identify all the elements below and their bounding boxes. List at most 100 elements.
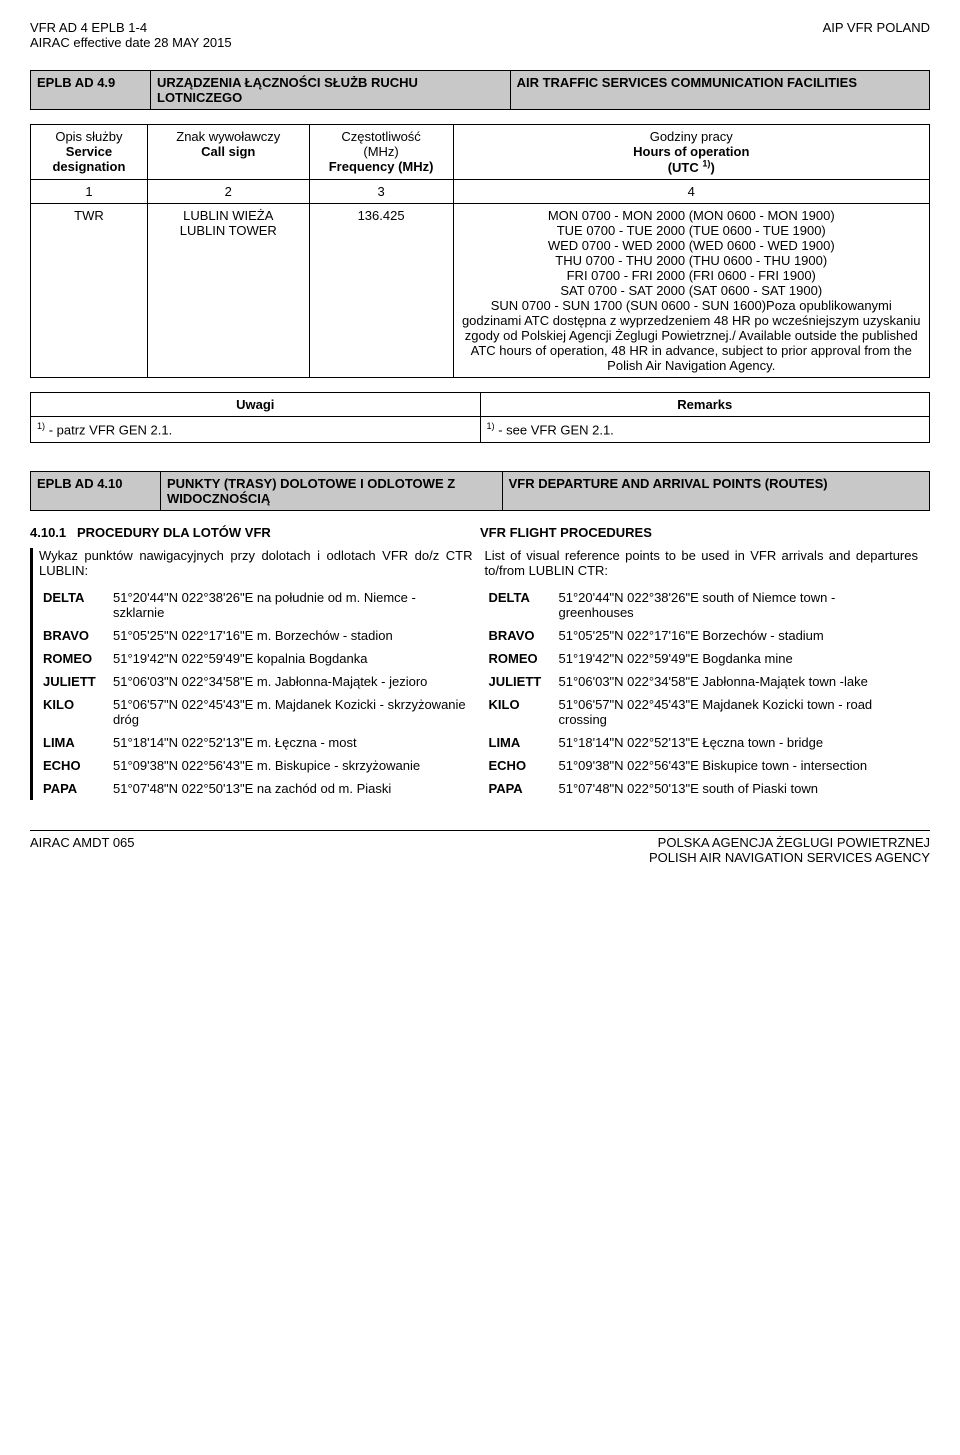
point-row: KILO51°06'57"N 022°45'43"E m. Majdanek K… xyxy=(39,693,473,731)
col4-header: Godziny pracy Hours of operation (UTC 1)… xyxy=(453,125,930,180)
section-49-id: EPLB AD 4.9 xyxy=(31,71,151,110)
point-desc: 51°18'14"N 022°52'13"E m. Łęczna - most xyxy=(109,731,473,754)
procedures-heading: 4.10.1 PROCEDURY DLA LOTÓW VFR VFR FLIGH… xyxy=(30,525,930,540)
point-name: LIMA xyxy=(39,731,109,754)
section-49-title-en: AIR TRAFFIC SERVICES COMMUNICATION FACIL… xyxy=(510,71,929,110)
points-pl-table: DELTA51°20'44"N 022°38'26"E na południe … xyxy=(39,586,473,800)
remarks-header-en: Remarks xyxy=(480,393,930,417)
points-en-table: DELTA51°20'44"N 022°38'26"E south of Nie… xyxy=(485,586,919,800)
point-desc: 51°06'03"N 022°34'58"E m. Jabłonna-Mająt… xyxy=(109,670,473,693)
proc-h-pl: PROCEDURY DLA LOTÓW VFR xyxy=(77,525,271,540)
footer-right: POLSKA AGENCJA ŻEGLUGI POWIETRZNEJ POLIS… xyxy=(649,835,930,865)
point-desc: 51°05'25"N 022°17'16"E Borzechów - stadi… xyxy=(555,624,919,647)
col2-pl: Znak wywoławczy xyxy=(176,129,280,144)
col3-en1: (MHz) xyxy=(363,144,398,159)
header-date: AIRAC effective date 28 MAY 2015 xyxy=(30,35,232,50)
point-desc: 51°09'38"N 022°56'43"E m. Biskupice - sk… xyxy=(109,754,473,777)
point-row: BRAVO51°05'25"N 022°17'16"E m. Borzechów… xyxy=(39,624,473,647)
point-desc: 51°06'57"N 022°45'43"E Majdanek Kozicki … xyxy=(555,693,919,731)
colnum-2: 2 xyxy=(147,180,309,204)
point-row: ECHO51°09'38"N 022°56'43"E m. Biskupice … xyxy=(39,754,473,777)
colnum-3: 3 xyxy=(309,180,453,204)
section-49-title-table: EPLB AD 4.9 URZĄDZENIA ŁĄCZNOŚCI SŁUŻB R… xyxy=(30,70,930,110)
remarks-en-text: - see VFR GEN 2.1. xyxy=(495,423,614,438)
point-row: JULIETT51°06'03"N 022°34'58"E m. Jabłonn… xyxy=(39,670,473,693)
point-name: LIMA xyxy=(485,731,555,754)
remarks-header-pl: Uwagi xyxy=(31,393,481,417)
point-desc: 51°20'44"N 022°38'26"E na południe od m.… xyxy=(109,586,473,624)
point-desc: 51°07'48"N 022°50'13"E south of Piaski t… xyxy=(555,777,919,800)
point-name: JULIETT xyxy=(39,670,109,693)
callsign-en: LUBLIN TOWER xyxy=(180,223,277,238)
proc-heading-pl: 4.10.1 PROCEDURY DLA LOTÓW VFR xyxy=(30,525,480,540)
footer-left: AIRAC AMDT 065 xyxy=(30,835,135,865)
point-row: PAPA51°07'48"N 022°50'13"E south of Pias… xyxy=(485,777,919,800)
section-49-title-pl: URZĄDZENIA ŁĄCZNOŚCI SŁUŻB RUCHU LOTNICZ… xyxy=(151,71,511,110)
point-row: LIMA51°18'14"N 022°52'13"E Łęczna town -… xyxy=(485,731,919,754)
point-name: PAPA xyxy=(39,777,109,800)
proc-heading-en: VFR FLIGHT PROCEDURES xyxy=(480,525,930,540)
point-name: ROMEO xyxy=(485,647,555,670)
remarks-table: Uwagi Remarks 1) - patrz VFR GEN 2.1. 1)… xyxy=(30,392,930,442)
point-name: ECHO xyxy=(39,754,109,777)
colnum-1: 1 xyxy=(31,180,148,204)
point-row: ECHO51°09'38"N 022°56'43"E Biskupice tow… xyxy=(485,754,919,777)
service-cell: TWR xyxy=(31,204,148,378)
point-desc: 51°19'42"N 022°59'49"E Bogdanka mine xyxy=(555,647,919,670)
header-right: AIP VFR POLAND xyxy=(823,20,930,50)
footer-right-2: POLISH AIR NAVIGATION SERVICES AGENCY xyxy=(649,850,930,865)
proc-para-block: Wykaz punktów nawigacyjnych przy dolotac… xyxy=(30,548,930,578)
colnum-4: 4 xyxy=(453,180,930,204)
point-desc: 51°18'14"N 022°52'13"E Łęczna town - bri… xyxy=(555,731,919,754)
proc-num: 4.10.1 xyxy=(30,525,66,540)
col3-header: Częstotliwość (MHz) Frequency (MHz) xyxy=(309,125,453,180)
page-header: VFR AD 4 EPLB 1-4 AIRAC effective date 2… xyxy=(30,20,930,50)
point-row: JULIETT51°06'03"N 022°34'58"E Jabłonna-M… xyxy=(485,670,919,693)
point-row: DELTA51°20'44"N 022°38'26"E south of Nie… xyxy=(485,586,919,624)
point-name: DELTA xyxy=(485,586,555,624)
point-desc: 51°20'44"N 022°38'26"E south of Niemce t… xyxy=(555,586,919,624)
point-name: ECHO xyxy=(485,754,555,777)
hours-cell: MON 0700 - MON 2000 (MON 0600 - MON 1900… xyxy=(453,204,930,378)
point-name: PAPA xyxy=(485,777,555,800)
remarks-en: 1) - see VFR GEN 2.1. xyxy=(480,417,930,442)
col1-en1: Service xyxy=(66,144,112,159)
col2-header: Znak wywoławczy Call sign xyxy=(147,125,309,180)
point-desc: 51°06'57"N 022°45'43"E m. Majdanek Kozic… xyxy=(109,693,473,731)
point-desc: 51°05'25"N 022°17'16"E m. Borzechów - st… xyxy=(109,624,473,647)
atc-freq-table: Opis służby Service designation Znak wyw… xyxy=(30,124,930,378)
point-name: JULIETT xyxy=(485,670,555,693)
point-row: DELTA51°20'44"N 022°38'26"E na południe … xyxy=(39,586,473,624)
col4-en1: Hours of operation xyxy=(633,144,749,159)
header-left: VFR AD 4 EPLB 1-4 AIRAC effective date 2… xyxy=(30,20,232,50)
points-pl-col: DELTA51°20'44"N 022°38'26"E na południe … xyxy=(39,578,485,800)
page-footer: AIRAC AMDT 065 POLSKA AGENCJA ŻEGLUGI PO… xyxy=(30,830,930,865)
point-row: ROMEO51°19'42"N 022°59'49"E kopalnia Bog… xyxy=(39,647,473,670)
footer-right-1: POLSKA AGENCJA ŻEGLUGI POWIETRZNEJ xyxy=(649,835,930,850)
remarks-pl: 1) - patrz VFR GEN 2.1. xyxy=(31,417,481,442)
point-name: KILO xyxy=(485,693,555,731)
point-row: LIMA51°18'14"N 022°52'13"E m. Łęczna - m… xyxy=(39,731,473,754)
point-row: PAPA51°07'48"N 022°50'13"E na zachód od … xyxy=(39,777,473,800)
point-name: BRAVO xyxy=(39,624,109,647)
header-code: VFR AD 4 EPLB 1-4 xyxy=(30,20,232,35)
point-row: KILO51°06'57"N 022°45'43"E Majdanek Kozi… xyxy=(485,693,919,731)
points-en-col: DELTA51°20'44"N 022°38'26"E south of Nie… xyxy=(485,578,931,800)
section-410-title-en: VFR DEPARTURE AND ARRIVAL POINTS (ROUTES… xyxy=(502,471,929,510)
point-desc: 51°07'48"N 022°50'13"E na zachód od m. P… xyxy=(109,777,473,800)
section-410-id: EPLB AD 4.10 xyxy=(31,471,161,510)
freq-cell: 136.425 xyxy=(309,204,453,378)
col4-en2b: ) xyxy=(710,160,714,175)
proc-para-pl: Wykaz punktów nawigacyjnych przy dolotac… xyxy=(39,548,485,578)
col3-pl: Częstotliwość xyxy=(341,129,420,144)
col1-pl: Opis służby xyxy=(55,129,122,144)
remarks-h-pl: Uwagi xyxy=(236,397,274,412)
points-block: DELTA 51°20'44"N 022°38'26"E na południe … xyxy=(30,578,930,800)
section-410-title-pl: PUNKTY (TRASY) DOLOTOWE I ODLOTOWE Z WID… xyxy=(161,471,503,510)
col4-en2a: (UTC xyxy=(668,160,703,175)
col1-en2: designation xyxy=(52,159,125,174)
point-desc: 51°06'03"N 022°34'58"E Jabłonna-Majątek … xyxy=(555,670,919,693)
point-name: ROMEO xyxy=(39,647,109,670)
point-row: BRAVO51°05'25"N 022°17'16"E Borzechów - … xyxy=(485,624,919,647)
col1-header: Opis służby Service designation xyxy=(31,125,148,180)
